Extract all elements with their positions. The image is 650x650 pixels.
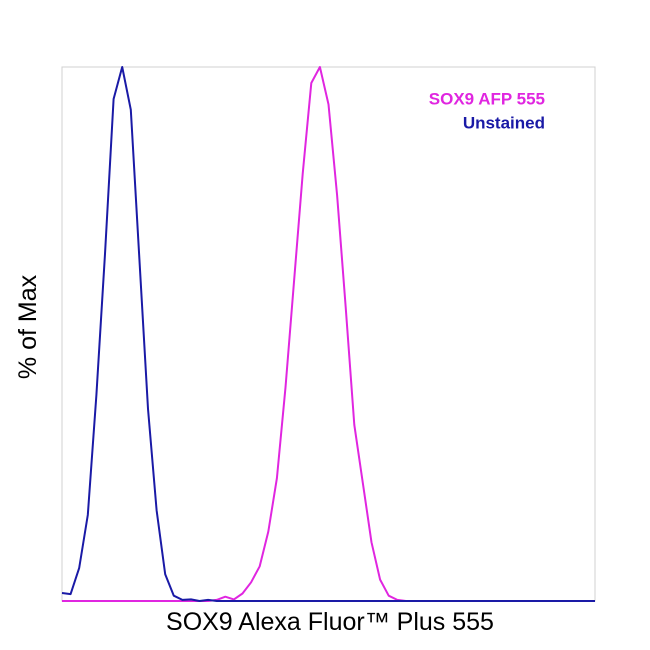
x-axis-title: SOX9 Alexa Fluor™ Plus 555 (166, 608, 494, 636)
y-axis-title: % of Max (14, 274, 42, 379)
legend-entry: SOX9 AFP 555 (429, 89, 545, 108)
series-line (61, 66, 595, 602)
plot-frame (61, 66, 596, 602)
legend-entry: Unstained (463, 113, 545, 132)
series-line (62, 66, 595, 602)
